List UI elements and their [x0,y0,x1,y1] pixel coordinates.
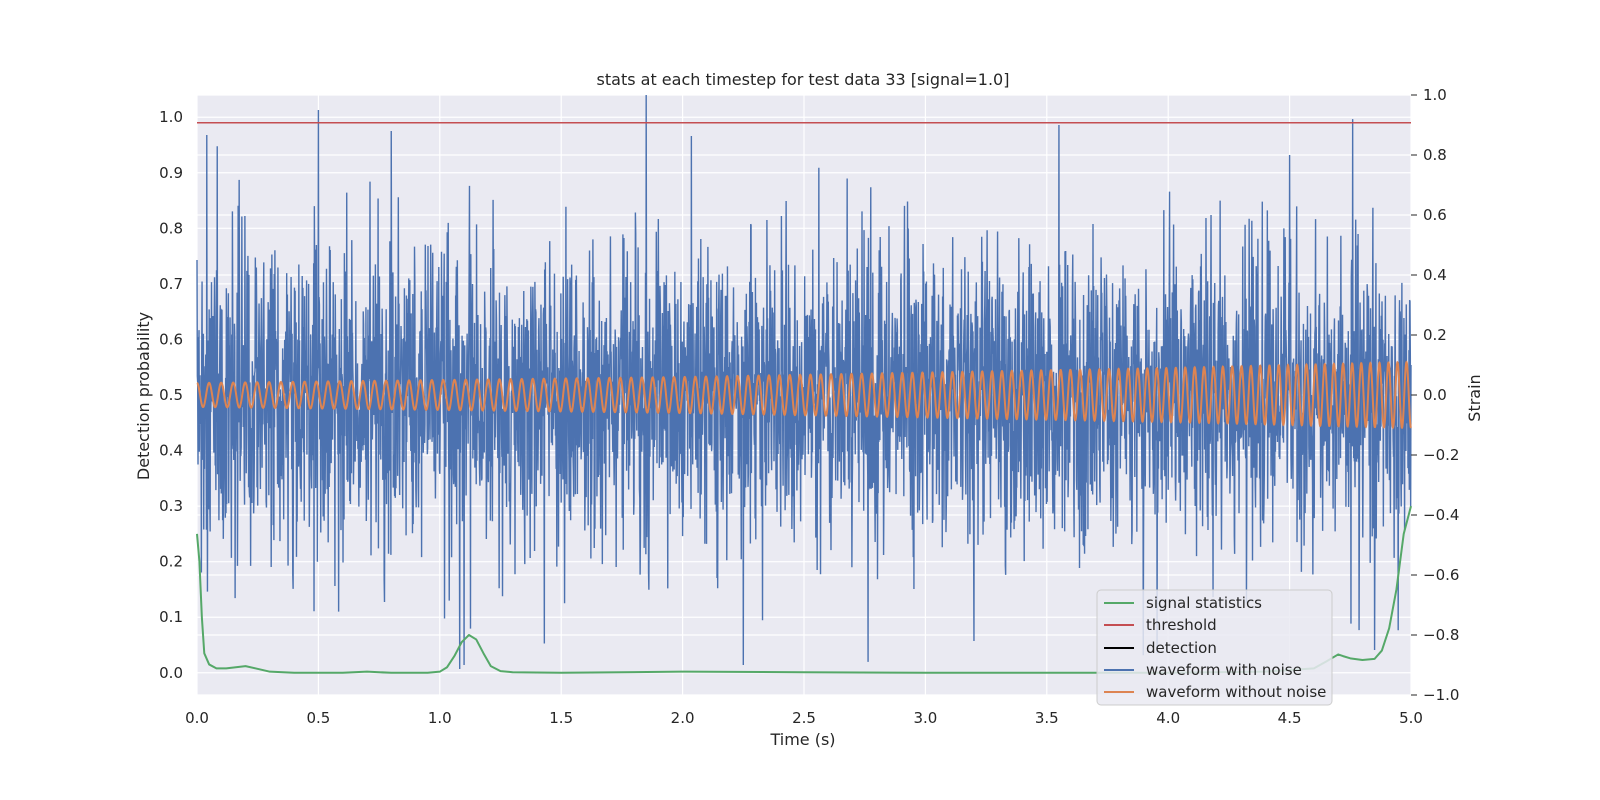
series-waveform-with-noise [196,94,1412,669]
x-tick-label: 5.0 [1399,709,1423,727]
legend-label-waveform-with-noise: waveform with noise [1146,661,1302,679]
chart-title: stats at each timestep for test data 33 … [597,70,1010,89]
x-tick-label: 1.0 [428,709,452,727]
legend-label-signal-statistics: signal statistics [1146,594,1262,612]
y-right-tick-label: −0.2 [1423,446,1459,464]
x-tick-label: 4.5 [1278,709,1302,727]
x-tick-label: 0.0 [185,709,209,727]
y-axis-left: 0.0 0.1 0.2 0.3 0.4 0.5 0.6 0.7 0.8 0.9 1.0 [159,108,183,682]
y-tick-label: 0.2 [159,553,183,571]
y-tick-label: 0.8 [159,219,183,237]
y-right-tick-label: 0.0 [1423,386,1447,404]
y-tick-label: 0.5 [159,386,183,404]
y-right-tick-label: −0.8 [1423,626,1459,644]
y-right-tick-label: −1.0 [1423,686,1459,704]
y-right-tick-label: 0.4 [1423,266,1447,284]
y-tick-label: 0.0 [159,664,183,682]
series-signal-statistics [196,505,1412,674]
y-right-tick-label: 0.8 [1423,146,1447,164]
y-tick-label: 0.9 [159,164,183,182]
legend-label-detection: detection [1146,639,1217,657]
legend-box [1096,589,1333,706]
x-tick-label: 0.5 [306,709,330,727]
y-axis-right-label: Strain [1465,374,1484,421]
y-right-tick-label: 0.2 [1423,326,1447,344]
y-tick-label: 0.1 [159,608,183,626]
y-right-tick-label: −0.4 [1423,506,1459,524]
y-tick-label: 0.4 [159,442,183,460]
legend: signal statistics threshold detection wa… [1096,589,1333,706]
x-tick-label: 3.5 [1035,709,1059,727]
x-tick-label: 3.0 [913,709,937,727]
y-tick-label: 1.0 [159,108,183,126]
x-axis: 0.0 0.5 1.0 1.5 2.0 2.5 3.0 3.5 4.0 4.5 5.0 [185,709,1423,727]
y-right-tick-label: −0.6 [1423,566,1459,584]
x-tick-label: 2.5 [792,709,816,727]
y-tick-label: 0.7 [159,275,183,293]
y-tick-label: 0.6 [159,330,183,348]
x-tick-label: 4.0 [1156,709,1180,727]
y-tick-label: 0.3 [159,497,183,515]
y-right-tick-label: 0.6 [1423,206,1447,224]
x-axis-label: Time (s) [769,730,835,749]
y-right-tick-label: 1.0 [1423,86,1447,104]
y-axis-right: −1.0 −0.8 −0.6 −0.4 −0.2 0.0 0.2 0.4 0.6 0.8 1.0 [1411,86,1459,704]
legend-label-threshold: threshold [1146,616,1217,634]
legend-label-waveform-without-noise: waveform without noise [1146,683,1326,701]
x-tick-label: 1.5 [549,709,573,727]
series-waveform-without-noise [196,360,1412,430]
x-tick-label: 2.0 [671,709,695,727]
y-axis-label: Detection probability [134,312,153,480]
series-layer [196,94,1412,674]
